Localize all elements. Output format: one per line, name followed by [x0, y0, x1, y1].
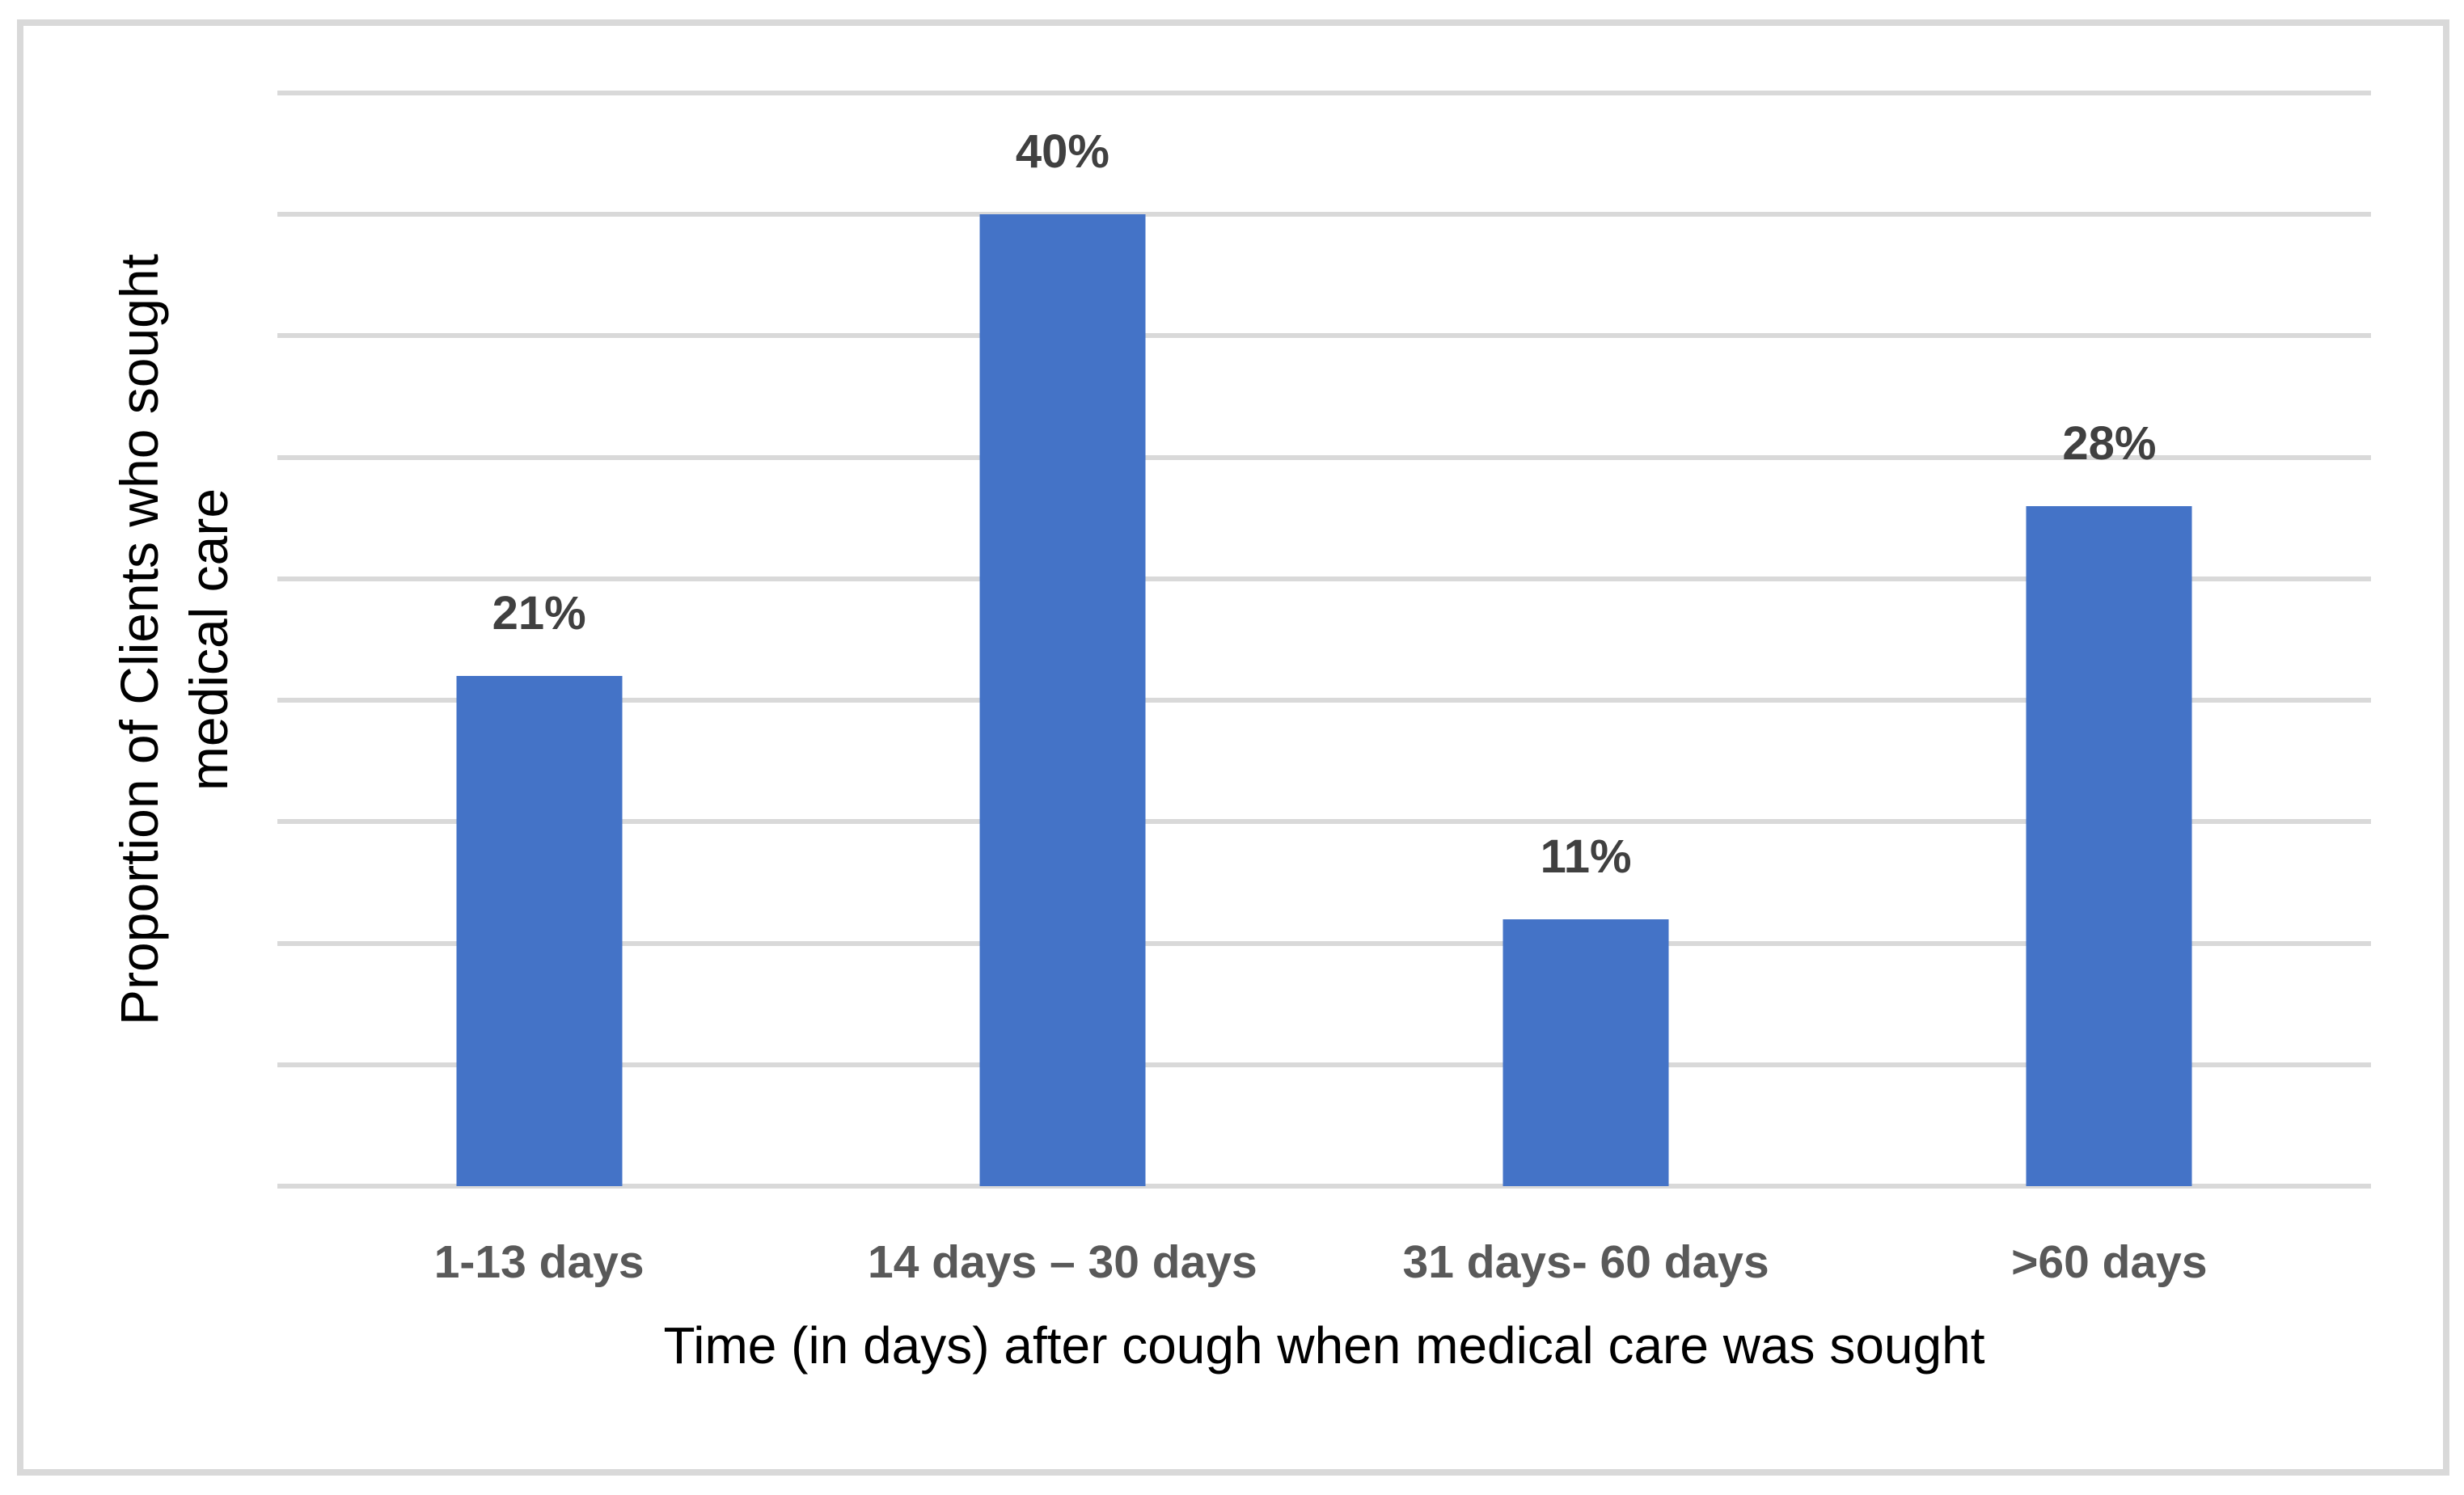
gridline-25pct [277, 576, 2371, 581]
gridline-10pct [277, 940, 2371, 946]
gridline-20pct [277, 698, 2371, 703]
gridline-0pct [277, 1184, 2371, 1189]
gridline-40pct [277, 212, 2371, 217]
bar-slot-4: 28% [1848, 93, 2371, 1186]
bar-31 days- 60 days [1502, 919, 1669, 1186]
bar->60 days [2026, 505, 2192, 1186]
bar-slot-1: 21% [277, 93, 801, 1186]
gridline-45pct [277, 91, 2371, 95]
bar-1-13 days [456, 676, 623, 1186]
x-tick-label-1: 1-13 days [433, 1236, 645, 1288]
gridline-5pct [277, 1062, 2371, 1067]
data-label-1: 21% [492, 587, 586, 640]
x-axis-tick-labels: 1-13 days 14 days – 30 days 31 days- 60 da… [277, 1226, 2371, 1299]
x-tick-label-4: >60 days [2011, 1236, 2208, 1288]
gridline-15pct [277, 819, 2371, 825]
data-label-3: 11% [1540, 830, 1632, 883]
data-label-2: 40% [1015, 125, 1109, 179]
data-label-4: 28% [2062, 416, 2157, 470]
x-tick-label-2: 14 days – 30 days [868, 1236, 1257, 1288]
bar-14 days – 30 days [979, 214, 1146, 1186]
gridline-35pct [277, 333, 2371, 339]
bar-slot-3: 11% [1325, 93, 1848, 1186]
plot-area: 21% 40% 11% 28% [277, 91, 2371, 1189]
y-axis-title: Proportion of Clients who sought medical… [104, 65, 243, 1214]
gridline-30pct [277, 454, 2371, 460]
y-axis-title-line-2: medical care [179, 488, 239, 792]
y-axis-title-line-1: Proportion of Clients who sought [109, 254, 169, 1025]
x-axis-title: Time (in days) after cough when medical … [663, 1316, 1985, 1375]
x-tick-label-3: 31 days- 60 days [1402, 1236, 1769, 1288]
bar-slot-2: 40% [801, 93, 1324, 1186]
